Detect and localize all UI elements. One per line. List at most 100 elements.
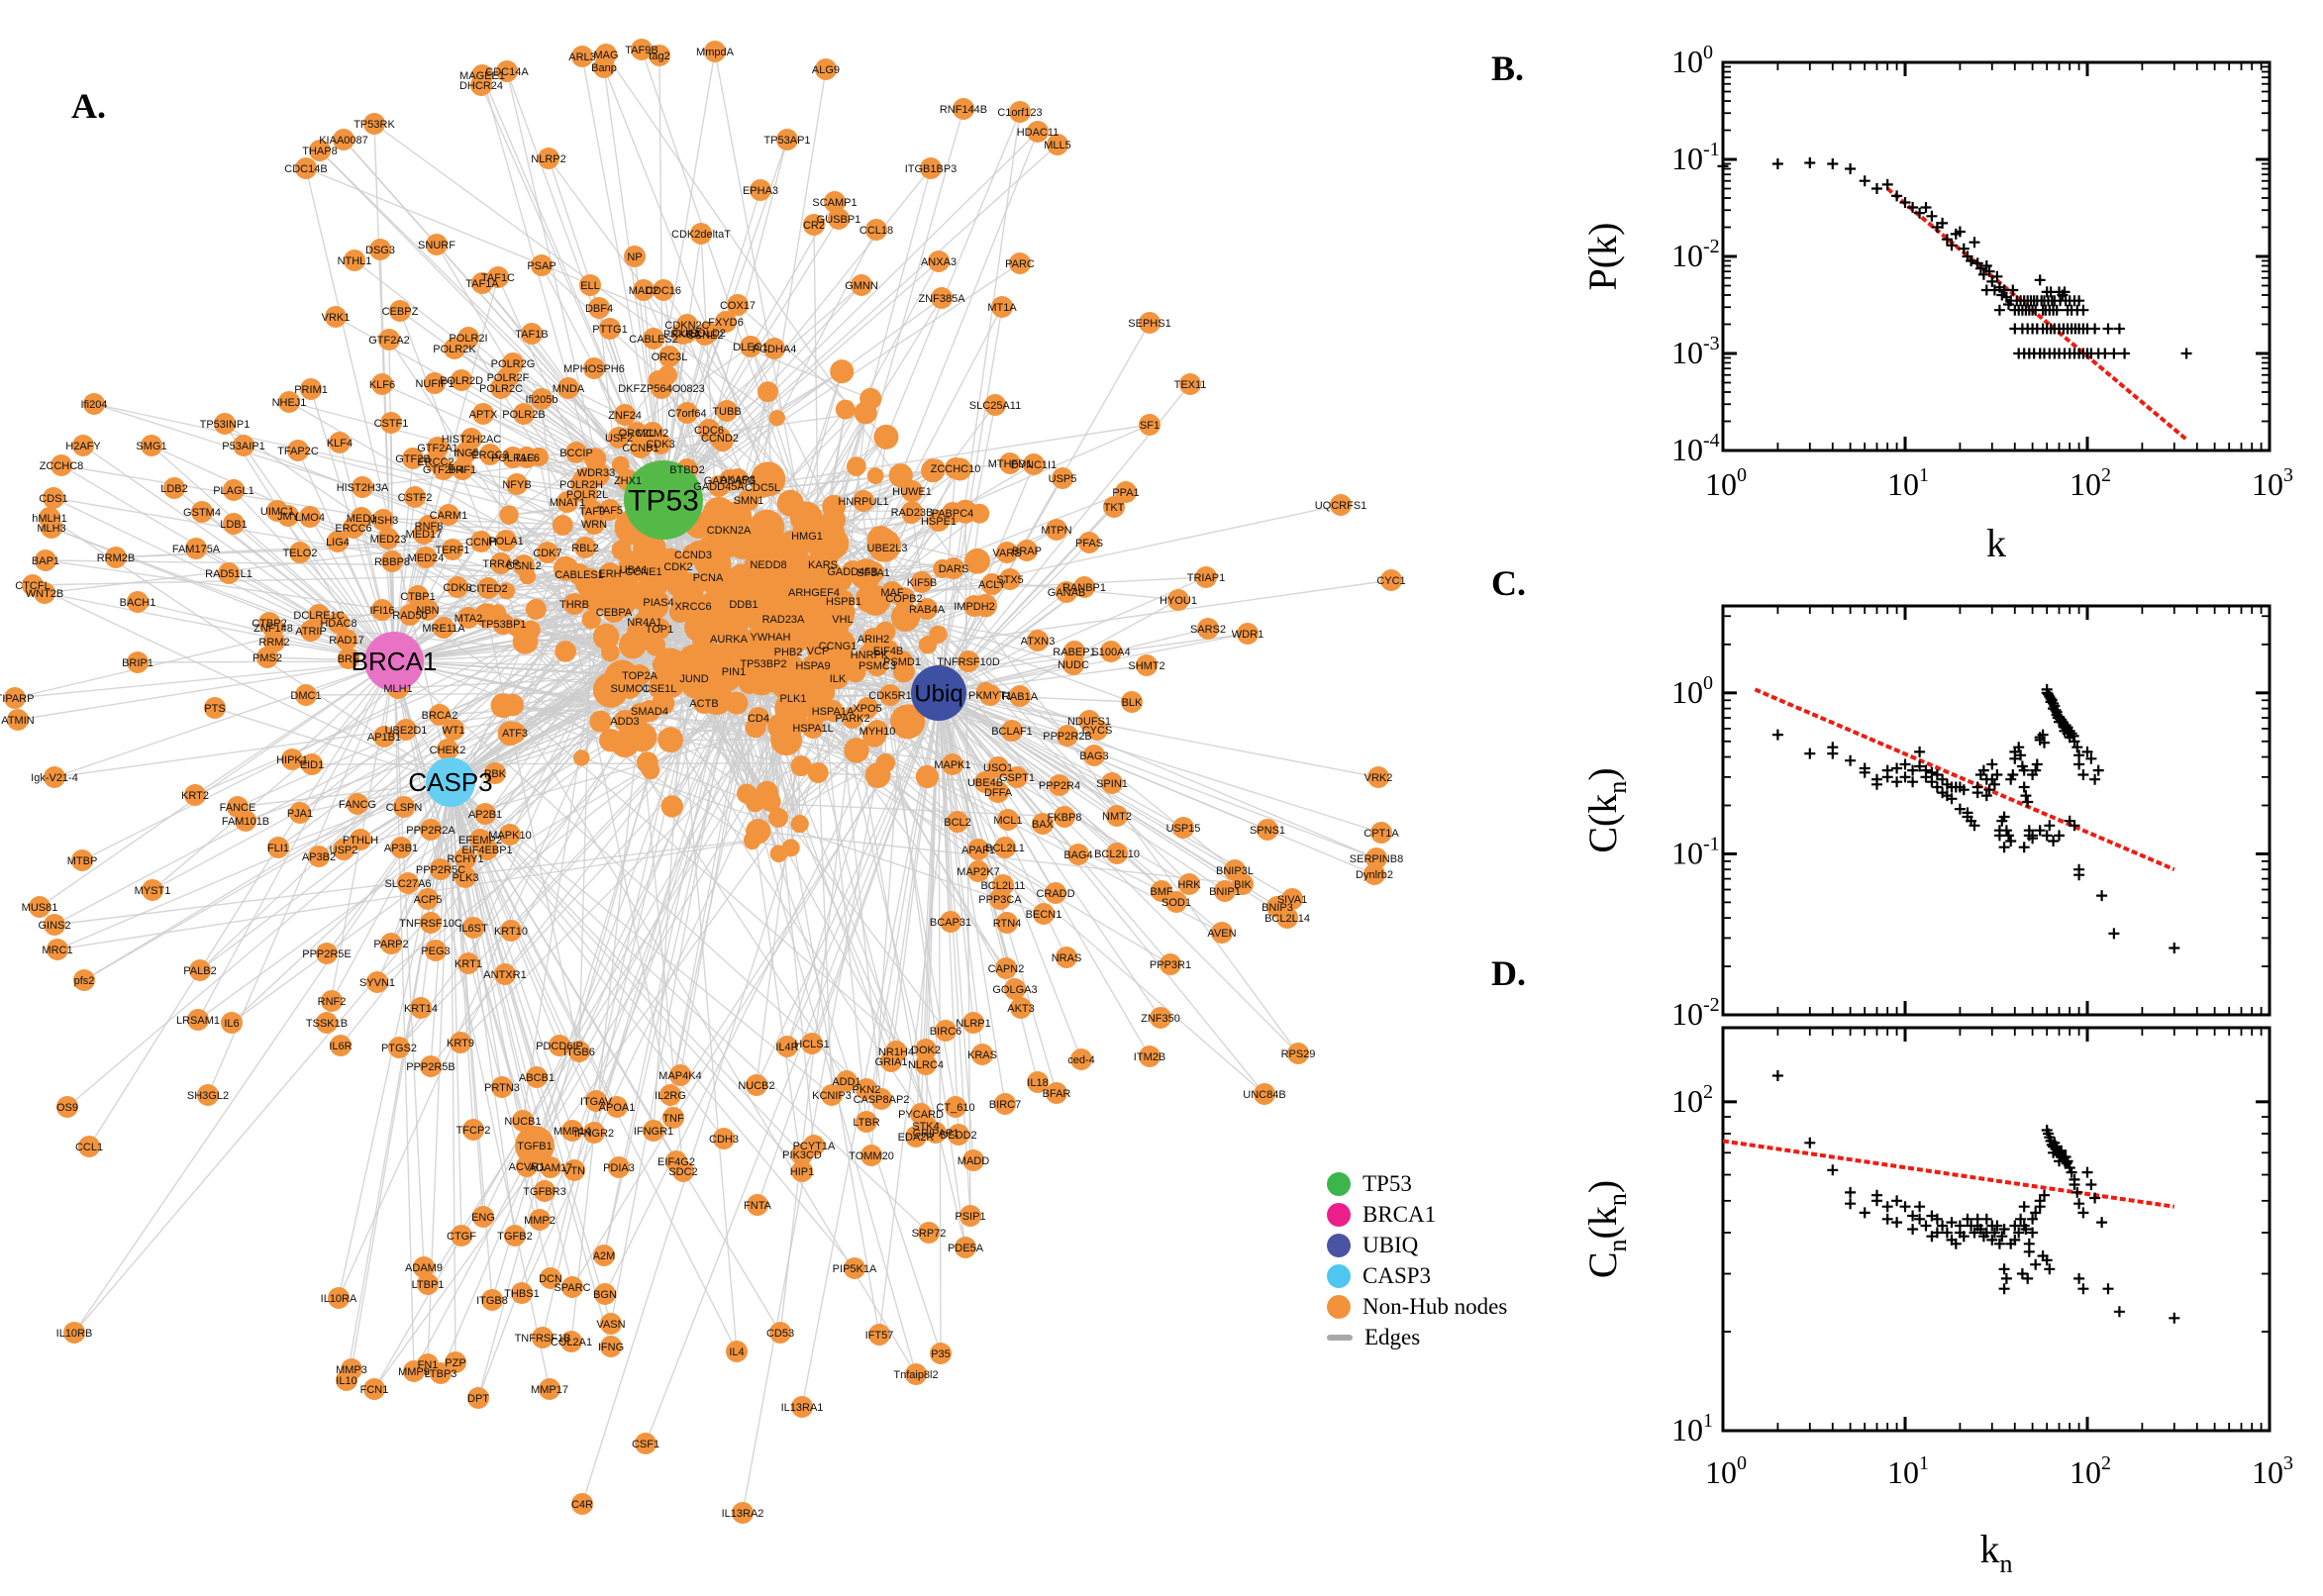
network-node (893, 587, 915, 609)
network-node (822, 700, 844, 722)
network-node (378, 329, 400, 350)
network-node-label: IFNGR2 (574, 1128, 614, 1140)
network-node-label: C1orf123 (997, 107, 1042, 119)
network-node (614, 404, 636, 426)
network-node (336, 629, 357, 650)
network-node-label: MMP2 (524, 1215, 556, 1227)
network-node (648, 591, 669, 613)
network-node-label: BIK (1234, 879, 1252, 891)
network-node-label: TOMM20 (849, 1150, 894, 1162)
network-node (329, 432, 351, 453)
network-node (1178, 873, 1200, 895)
network-node (532, 1327, 554, 1348)
network-node-label: GADD45A (693, 481, 745, 493)
network-node (513, 403, 535, 425)
network-node-label: CDC5L (745, 482, 780, 494)
network-node (888, 463, 913, 488)
network-node-label: DLEC1 (733, 342, 767, 353)
tick-label: 100 (1705, 464, 1747, 502)
network-node-label: TGFBR3 (523, 1186, 565, 1198)
network-node (277, 505, 299, 527)
network-node-label: MNDA (553, 383, 585, 395)
network-node-label: PHB2 (774, 647, 803, 658)
network-node (846, 456, 866, 476)
network-node (484, 762, 506, 784)
network-node (1370, 822, 1392, 844)
network-node (496, 60, 518, 82)
network-node (470, 531, 492, 552)
tick-label: 10-3 (1671, 333, 1720, 370)
network-node-label: HRK (1177, 879, 1201, 891)
network-node (669, 1064, 691, 1086)
network-node-label: IL13RA2 (722, 1508, 764, 1520)
network-node-label: BAG3 (1079, 750, 1108, 762)
network-node (516, 1155, 538, 1177)
network-node-label: PSAP (527, 260, 556, 272)
network-node (815, 58, 837, 80)
network-node-label: BACH1 (120, 597, 156, 609)
network-node (462, 917, 484, 939)
network-node-label: ATMIN (1, 715, 34, 727)
network-node-label: FXYD6 (708, 317, 743, 329)
network-node (495, 530, 517, 551)
tick-label: 10-2 (1671, 236, 1720, 273)
network-node-label: PMS2 (252, 652, 282, 664)
network-node-label: MUS81 (22, 902, 58, 914)
network-node-label: HSPA1A (812, 706, 855, 718)
network-node (658, 346, 680, 367)
network-node-label: CUL1 (672, 328, 700, 340)
network-node-label: GTF2A2 (368, 335, 410, 347)
network-node (552, 515, 573, 536)
network-node (682, 544, 704, 565)
network-node-label: PRTN3 (484, 1082, 520, 1094)
network-node-label: HIPK1 (276, 754, 308, 766)
network-node-label: IFT57 (865, 1330, 894, 1342)
network-node (363, 113, 385, 135)
network-node (967, 839, 989, 860)
network-node-label: SPNS1 (1250, 825, 1285, 837)
network-node-label: BCL2L14 (1264, 913, 1310, 925)
network-node-label: AP3B1 (384, 843, 418, 854)
network-node (218, 562, 240, 584)
hub-node-label: BRCA1 (352, 647, 438, 676)
network-node (738, 489, 759, 511)
network-node-label: PLK1 (780, 693, 807, 705)
network-node-label: CEBPZ (382, 306, 419, 318)
network-node (771, 532, 802, 562)
network-node (667, 668, 689, 691)
network-node (420, 912, 442, 934)
network-node-label: S100A4 (1091, 647, 1130, 658)
network-node-label: WRN (581, 519, 607, 531)
network-node (295, 684, 317, 706)
network-node (1078, 532, 1100, 553)
network-node-label: CDH3 (709, 1134, 739, 1146)
network-node-label: BAP1 (32, 555, 59, 567)
panel-b-label: B. (1491, 49, 1525, 88)
network-node-label: GRIPAP1 (913, 1128, 960, 1140)
network-node-label: TAF9 (579, 506, 605, 518)
network-node-label: USP5 (1049, 473, 1077, 485)
network-node-label: KLF6 (369, 379, 395, 391)
network-node-label: NUCB2 (738, 1080, 774, 1092)
network-node-label: MLH1 (383, 683, 412, 695)
network-node-label: FANCE (220, 802, 256, 814)
network-node-label: COPB2 (885, 593, 922, 605)
network-node (1052, 467, 1073, 489)
network-node-label: CCND3 (674, 549, 712, 561)
network-node-label: EFEMP2 (458, 835, 502, 847)
network-node (870, 1088, 892, 1110)
network-node (962, 1149, 984, 1171)
network-node-label: CDK2 (663, 561, 692, 573)
network-node (770, 724, 802, 756)
network-node (568, 1041, 590, 1062)
network-node (563, 593, 585, 615)
network-node-label: NMT2 (1102, 811, 1132, 823)
panel-a-label: A. (71, 86, 106, 126)
network-node-label: CTCFL (15, 580, 50, 592)
network-node-label: TNFRSF10D (937, 656, 1000, 668)
network-node (531, 388, 553, 410)
network-node (344, 249, 365, 271)
network-node (492, 613, 514, 635)
